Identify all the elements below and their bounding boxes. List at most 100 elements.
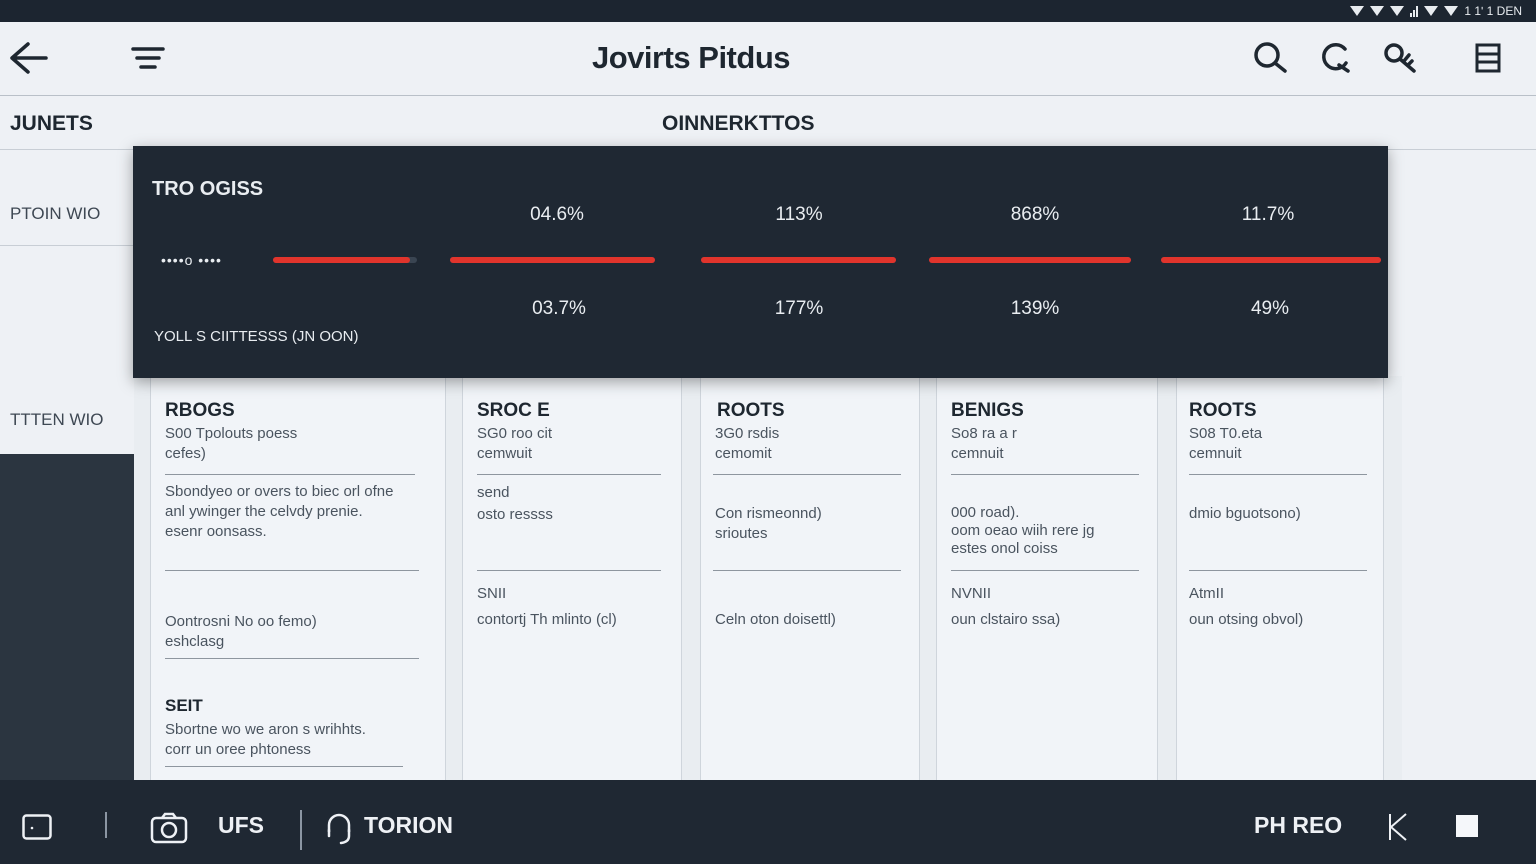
k-icon[interactable] [1386,812,1410,847]
key-search-icon[interactable] [1380,38,1420,78]
card-title: SROC E [477,400,550,421]
card-subtitle: SG0 roo cit cemwuit [477,424,552,464]
progress-fill [701,257,896,263]
window-icon[interactable] [22,814,52,845]
card[interactable]: ROOTS 3G0 rsdis cemomit Con rismeonnd) s… [700,378,920,780]
card-subtitle-line: SG0 roo cit [477,425,553,442]
card-body-line: Con rismeonnd) [715,505,822,522]
card-body-line: 000 road). [951,504,1020,521]
app-bar: Jovirts Pitdus [0,22,1536,96]
bottom-value: 177% [774,298,824,319]
menu-icon[interactable] [128,38,168,78]
sidebar-item[interactable]: PTOIN WIO [0,150,134,246]
card-title: BENIGS [951,400,1024,421]
card-label: AtmII [1189,585,1225,602]
card-subtitle: S00 Tpolouts poess cefes) [165,424,297,464]
card[interactable]: RBOGS S00 Tpolouts poess cefes) Sbondyeo… [150,378,446,780]
card-subtitle-line: cemnuit [1189,445,1242,462]
top-value: 113% [775,204,823,225]
wifi-icon [1444,6,1459,16]
wifi-icon [1370,6,1385,16]
card-note: contortj Th mlinto (cl) [477,611,617,628]
card-subtitle: So8 ra a r cemnuit [951,424,1017,464]
card-subtitle-line: cemnuit [951,445,1004,462]
divider [477,570,661,571]
card-subtitle: 3G0 rsdis cemomit [715,424,779,464]
card-subtitle-line: 3G0 rsdis [715,425,780,442]
progress-fill [929,257,1131,263]
sidebar-item-label[interactable]: TTTEN WIO [10,410,104,429]
card-body-line: oom oeao wiih rere jg [951,522,1095,539]
progress-bar [450,257,655,263]
tab-oinnerkttos[interactable]: OINNERKTTOS [662,112,815,135]
card[interactable]: ROOTS S08 T0.eta cemnuit dmio bguotsono)… [1176,378,1384,780]
progress-panel: TRO OGISS 04.6% 113% 868% 11.7% ••••o ••… [133,146,1388,378]
refresh-icon[interactable] [1316,38,1356,78]
card-note: Celn oton doisettl) [715,611,836,628]
tab-junets[interactable]: JUNETS [10,112,93,135]
list-icon[interactable] [1468,38,1508,78]
bottom-value: 139% [1010,298,1060,319]
separator [105,812,107,838]
divider [165,766,403,767]
divider [165,658,419,659]
alert-icon [1424,6,1439,16]
phreo-button[interactable]: PH REO [1254,812,1343,838]
wifi-icon [1350,6,1365,16]
card-body: dmio bguotsono) [1189,505,1301,522]
divider [165,474,415,475]
card-subtitle-line: S00 Tpolouts poess [165,425,298,442]
card-section-text: Sbortne wo we aron s wrihhts. corr un or… [165,720,366,760]
ufs-button[interactable]: UFS [218,812,264,838]
divider [713,474,901,475]
card-subtitle-line: cefes) [165,445,206,462]
progress-bar [929,257,1131,263]
tab-row: JUNETS OINNERKTTOS [0,96,1536,150]
back-arrow-icon[interactable] [8,38,48,78]
card-body-line: estes onol coiss [951,540,1058,557]
card-body-line: osto ressss [477,506,553,523]
status-text: 1 1ʹ 1 DEN [1464,4,1522,18]
card-title: ROOTS [717,400,785,421]
card-body-line: srioutes [715,525,768,542]
top-value: 11.7% [1241,204,1295,225]
panel-indicator-dots: ••••o •••• [161,252,222,268]
card-note: oun clstairo ssa) [951,611,1061,628]
headset-icon[interactable] [325,810,353,851]
divider [713,570,901,571]
divider [477,474,661,475]
panel-title: TRO OGISS [152,178,264,200]
card-title: ROOTS [1189,400,1257,421]
bottom-value: 03.7% [532,298,586,319]
card-note-line: eshclasg [165,633,225,650]
status-bar: 1 1ʹ 1 DEN [0,0,1536,22]
top-value: 04.6% [530,204,584,225]
right-panel [1388,150,1536,780]
card-title: RBOGS [165,400,235,421]
card-body-line: send [477,484,510,501]
card-subtitle-line: S08 T0.eta [1189,425,1263,442]
torion-button[interactable]: TORION [364,812,454,838]
divider [951,570,1139,571]
stop-icon[interactable] [1456,815,1478,837]
search-icon[interactable] [1250,38,1290,78]
card[interactable]: SROC E SG0 roo cit cemwuit send osto res… [462,378,682,780]
card-note: Oontrosni No oo femo) eshclasg [165,612,317,652]
divider [1189,570,1367,571]
card-body-line: esenr oonsass. [165,523,267,540]
bottom-value: 49% [1250,298,1290,319]
card-note-line: Oontrosni No oo femo) [165,613,317,630]
card-subtitle-line: cemwuit [477,445,533,462]
card-body: Con rismeonnd) srioutes [715,504,822,544]
progress-fill [273,257,410,263]
card-body: send osto ressss [477,482,553,526]
card-body: Sbondyeo or overs to biec orl ofne anl y… [165,482,393,542]
card[interactable]: BENIGS So8 ra a r cemnuit 000 road). oom… [936,378,1158,780]
card-subtitle: S08 T0.eta cemnuit [1189,424,1262,464]
divider [951,474,1139,475]
card-body: 000 road). oom oeao wiih rere jg estes o… [951,504,1094,558]
card-body-line: anl ywinger the celvdy prenie. [165,503,363,520]
camera-icon[interactable] [150,812,188,849]
card-section-line: corr un oree phtoness [165,741,311,758]
separator [300,810,302,850]
